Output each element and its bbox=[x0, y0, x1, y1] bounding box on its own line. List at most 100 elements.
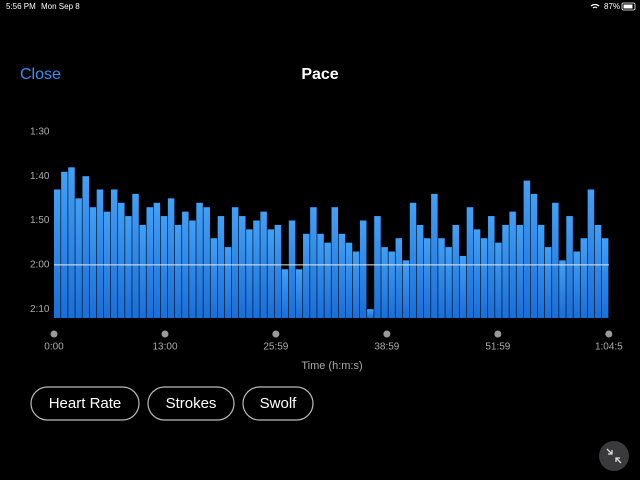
status-date: Mon Sep 8 bbox=[41, 2, 80, 11]
bar bbox=[331, 207, 339, 318]
bar bbox=[345, 242, 353, 318]
bar bbox=[573, 251, 580, 318]
bar bbox=[189, 220, 196, 318]
bar bbox=[203, 207, 210, 318]
x-tick-dot bbox=[272, 330, 280, 338]
bar bbox=[224, 247, 232, 318]
bar bbox=[544, 247, 552, 318]
bar bbox=[587, 189, 595, 318]
bar bbox=[559, 260, 566, 318]
bar bbox=[217, 216, 225, 318]
bar bbox=[537, 224, 545, 318]
bar bbox=[288, 220, 296, 318]
bar bbox=[153, 202, 161, 318]
bar bbox=[160, 216, 168, 318]
x-tick-dot bbox=[494, 330, 502, 338]
bar bbox=[488, 216, 495, 318]
tab-button-label[interactable]: Swolf bbox=[260, 395, 298, 412]
bar bbox=[374, 216, 381, 318]
tab-button-frame bbox=[242, 386, 314, 421]
x-tick-label: 25:59 bbox=[263, 342, 288, 353]
bar bbox=[566, 216, 573, 318]
bar bbox=[438, 238, 445, 318]
bar bbox=[402, 260, 410, 318]
bar bbox=[231, 207, 239, 318]
bar bbox=[338, 233, 346, 318]
bar bbox=[210, 238, 218, 318]
tab-button-frame bbox=[147, 386, 235, 421]
bar bbox=[68, 167, 75, 318]
bar bbox=[516, 224, 524, 318]
bar bbox=[54, 189, 61, 318]
y-tick-label: 1:30 bbox=[30, 127, 50, 138]
collapse-icon bbox=[606, 448, 622, 464]
tab-button[interactable]: Strokes bbox=[147, 386, 235, 421]
bar bbox=[594, 224, 602, 318]
bar bbox=[75, 198, 82, 318]
bar bbox=[359, 220, 367, 318]
bar bbox=[480, 238, 488, 318]
y-tick-label: 2:00 bbox=[30, 259, 50, 270]
tab-button-frame bbox=[30, 386, 140, 421]
x-tick-dot bbox=[161, 330, 169, 338]
x-tick-label: 0:00 bbox=[44, 342, 64, 353]
bar bbox=[239, 216, 246, 318]
tab-button-label[interactable]: Heart Rate bbox=[49, 395, 122, 412]
x-tick-dot bbox=[50, 330, 58, 338]
bar bbox=[295, 269, 303, 318]
bar bbox=[174, 224, 182, 318]
bar bbox=[167, 198, 175, 318]
bar bbox=[580, 238, 588, 318]
bar bbox=[146, 207, 154, 318]
bar bbox=[495, 242, 502, 318]
y-tick-label: 1:40 bbox=[30, 171, 50, 182]
bar bbox=[267, 229, 274, 318]
battery-level bbox=[623, 4, 633, 9]
x-tick-label: 51:59 bbox=[485, 342, 510, 353]
bar bbox=[132, 193, 139, 318]
bar bbox=[367, 309, 374, 318]
bar bbox=[274, 224, 282, 318]
bar bbox=[118, 202, 125, 318]
bar bbox=[82, 176, 89, 318]
wifi-icon bbox=[590, 3, 600, 9]
bar bbox=[601, 238, 609, 318]
bar bbox=[324, 242, 331, 318]
bar bbox=[253, 220, 260, 318]
collapse-button[interactable] bbox=[599, 441, 629, 471]
status-time: 5:56 PM bbox=[6, 2, 36, 11]
tab-button-label[interactable]: Strokes bbox=[166, 395, 217, 412]
tab-button[interactable]: Heart Rate bbox=[30, 386, 140, 421]
bar bbox=[388, 251, 395, 318]
bar bbox=[89, 207, 97, 318]
bar bbox=[352, 251, 360, 318]
status-battery: 87% bbox=[604, 2, 620, 11]
bar bbox=[552, 202, 559, 318]
x-tick-label: 13:00 bbox=[152, 342, 177, 353]
y-tick-label: 1:50 bbox=[30, 215, 50, 226]
bar bbox=[303, 233, 310, 318]
bar bbox=[381, 247, 388, 318]
bar bbox=[416, 224, 424, 318]
bar bbox=[310, 207, 317, 318]
x-tick-dot bbox=[605, 330, 613, 338]
battery-icon bbox=[621, 2, 636, 11]
bar bbox=[452, 224, 459, 318]
x-tick-label: 1:04:5 bbox=[595, 342, 623, 353]
close-button[interactable]: Close bbox=[20, 66, 61, 83]
bar bbox=[523, 180, 531, 318]
tab-button[interactable]: Swolf bbox=[242, 386, 314, 421]
y-tick-label: 2:10 bbox=[30, 304, 50, 315]
bar bbox=[61, 171, 68, 318]
page-title: Pace bbox=[301, 66, 338, 83]
x-axis-title: Time (h:m:s) bbox=[301, 360, 362, 372]
bar bbox=[125, 216, 132, 318]
bar bbox=[96, 189, 104, 318]
bar bbox=[502, 224, 509, 318]
bar bbox=[246, 229, 253, 318]
bar bbox=[445, 247, 452, 318]
bar bbox=[281, 269, 289, 318]
bar bbox=[409, 202, 417, 318]
bar bbox=[317, 233, 324, 318]
